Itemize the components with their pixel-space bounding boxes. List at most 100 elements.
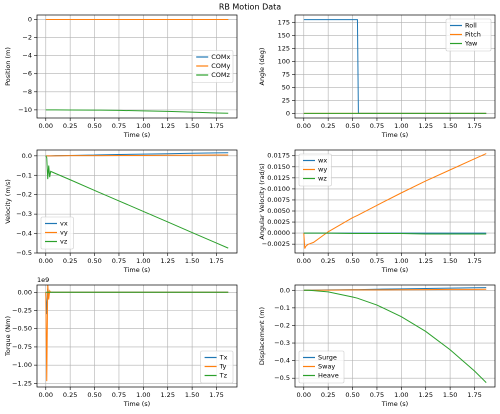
y-axis-label: Position (m) (4, 47, 12, 86)
x-axis-label: Time (s) (381, 266, 408, 274)
x-tick-label: 0.25 (321, 257, 335, 265)
x-tick-label: 1.75 (209, 257, 223, 265)
y-tick-label: 0.0 (280, 286, 290, 294)
x-tick-label: 1.75 (467, 122, 481, 130)
x-tick-label: 0.00 (297, 391, 311, 399)
y-axis-label: Angular Velocity (rad/s) (258, 163, 266, 239)
y-tick-label: −0.3 (274, 339, 290, 347)
legend-label: Sway (318, 363, 335, 371)
x-tick-label: 0.25 (321, 391, 335, 399)
y-tick-label: −0.4 (274, 357, 290, 365)
x-tick-label: 1.25 (418, 391, 432, 399)
y-tick-label: 0.00 (18, 288, 32, 296)
y-tick-label: −0.75 (12, 343, 32, 351)
y-tick-label: −0.2 (274, 321, 290, 329)
x-tick-label: 1.00 (136, 391, 150, 399)
subplot: 0.00 0.25 0.50 0.75 1.00 1.25 1.50 1.75 −0.0025 0… (258, 149, 496, 274)
x-tick-label: 1.50 (443, 391, 457, 399)
y-tick-label: 0.0125 (267, 174, 290, 182)
x-tick-label: 1.25 (160, 257, 174, 265)
x-tick-label: 0.25 (63, 391, 77, 399)
x-tick-label: 0.00 (39, 257, 53, 265)
y-tick-label: 0 (28, 16, 32, 24)
x-tick-label: 1.75 (209, 122, 223, 130)
x-axis-label: Time (s) (123, 266, 150, 274)
x-axis-label: Time (s) (123, 400, 150, 408)
x-tick-label: 0.25 (63, 257, 77, 265)
x-tick-label: 1.00 (136, 122, 150, 130)
x-tick-label: 0.50 (87, 391, 101, 399)
y-tick-label: −0.50 (12, 325, 32, 333)
plot-frame (36, 149, 238, 254)
y-tick-label: −1.25 (12, 379, 32, 387)
x-tick-label: 1.50 (185, 391, 199, 399)
x-tick-label: 0.00 (39, 391, 53, 399)
x-tick-label: 1.50 (185, 122, 199, 130)
x-tick-label: 1.75 (467, 257, 481, 265)
y-tick-label: 0.0025 (267, 218, 290, 226)
x-tick-label: 1.50 (185, 257, 199, 265)
x-tick-label: 1.75 (209, 391, 223, 399)
legend-label: wz (318, 175, 327, 183)
x-tick-label: 0.75 (370, 391, 384, 399)
figure-title: RB Motion Data (219, 3, 281, 12)
legend-label: COMx (211, 53, 230, 61)
series-line (45, 155, 229, 249)
y-tick-label: −2 (22, 34, 32, 42)
y-tick-label: −6 (22, 70, 32, 78)
y-tick-label: 0.0150 (267, 163, 290, 171)
plot-frame (36, 284, 238, 388)
y-axis-label: Displacement (m) (258, 307, 266, 365)
y-tick-label: 175 (278, 18, 290, 26)
y-tick-label: −4 (22, 52, 32, 60)
x-tick-label: 1.00 (394, 122, 408, 130)
subplot: 0.00 0.25 0.50 0.75 1.00 1.25 1.50 1.75 0.0 −0.1 −… (4, 149, 238, 274)
y-tick-label: −1.00 (12, 361, 32, 369)
series-line (45, 154, 229, 157)
x-tick-label: 1.25 (160, 122, 174, 130)
y-tick-label: −0.0025 (262, 240, 290, 248)
y-tick-label: −0.3 (16, 210, 32, 218)
legend-label: Heave (318, 372, 339, 380)
y-tick-label: 150 (278, 31, 290, 39)
legend-label: wy (318, 166, 327, 174)
plot-frame (294, 149, 496, 254)
y-tick-label: −8 (22, 88, 32, 96)
y-tick-label: 0.0100 (267, 185, 290, 193)
x-tick-label: 1.00 (394, 391, 408, 399)
x-tick-label: 1.00 (394, 257, 408, 265)
x-tick-label: 1.75 (467, 391, 481, 399)
x-tick-label: 0.75 (112, 257, 126, 265)
x-tick-label: 0.75 (112, 122, 126, 130)
x-tick-label: 0.25 (63, 122, 77, 130)
y-tick-label: −0.5 (274, 374, 290, 382)
plot-frame (294, 284, 496, 388)
plot-frame (36, 14, 238, 119)
subplot: 0.00 0.25 0.50 0.75 1.00 1.25 1.50 1.75 0 25 50 75 1… (258, 14, 496, 139)
y-tick-label: 0 (286, 109, 290, 117)
y-axis-label: Angle (deg) (258, 48, 266, 86)
subplot: 0.00 0.25 0.50 0.75 1.00 1.25 1.50 1.75 0 −2 −4 −6 −… (4, 14, 238, 139)
x-tick-label: 0.50 (87, 122, 101, 130)
y-tick-label: −0.25 (12, 307, 32, 315)
plot-frame (294, 14, 496, 119)
x-tick-label: 0.25 (321, 122, 335, 130)
y-tick-label: 0.0050 (267, 207, 290, 215)
y-tick-label: 25 (282, 96, 290, 104)
y-tick-label: 125 (278, 44, 290, 52)
legend-label: vy (60, 229, 68, 237)
x-tick-label: 1.00 (136, 257, 150, 265)
x-tick-label: 0.00 (297, 257, 311, 265)
x-tick-label: 1.25 (418, 257, 432, 265)
x-tick-label: 0.75 (112, 391, 126, 399)
legend-label: COMz (211, 71, 230, 79)
legend-label: Roll (465, 22, 477, 30)
legend-label: wx (318, 157, 327, 165)
